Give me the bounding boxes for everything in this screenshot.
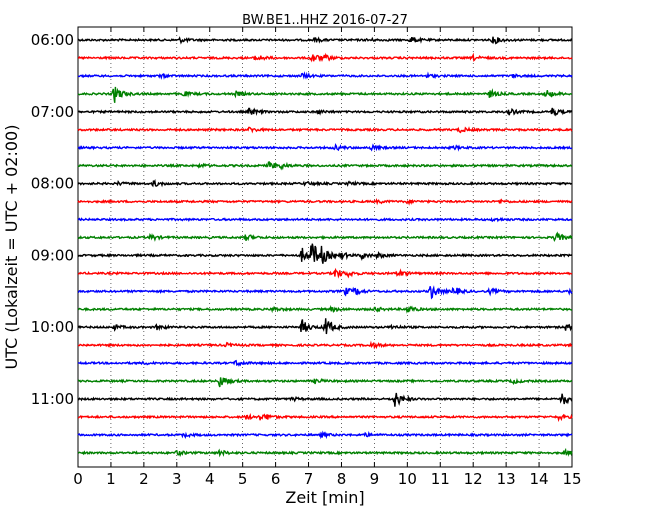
trace-1130 [77,430,573,440]
y-tick-label: 06:00 [31,31,74,49]
x-axis-label: Zeit [min] [285,488,364,507]
y-tick-label: 08:00 [31,175,74,193]
trace-1145 [77,447,573,458]
x-tick-label: 7 [304,470,314,488]
x-tick-label: 14 [530,470,549,488]
x-tick-label: 1 [106,470,116,488]
x-tick-label: 4 [205,470,215,488]
trace-0945 [78,304,572,314]
y-tick-label: 11:00 [31,390,74,408]
trace-0600 [77,36,572,45]
y-tick-label: 09:00 [31,246,74,264]
trace-0715 [77,126,573,134]
trace-1100 [77,392,573,407]
x-tick-label: 0 [73,470,83,488]
trace-0730 [77,142,573,152]
y-tick-label: 07:00 [31,103,74,121]
trace-0915 [77,267,573,279]
x-tick-label: 11 [431,470,450,488]
x-tick-label: 13 [497,470,516,488]
trace-1015 [77,340,573,350]
trace-1000 [77,318,573,335]
chart-title: BW.BE1..HHZ 2016-07-27 [242,13,408,28]
grid-lines [110,27,540,467]
x-tick-label: 3 [172,470,182,488]
trace-0615 [78,52,573,63]
x-tick-label: 8 [337,470,347,488]
x-tick-label: 5 [238,470,248,488]
x-tick-label: 6 [271,470,281,488]
y-axis-label: UTC (Lokalzeit = UTC + 02:00) [2,125,21,370]
x-tick-label: 15 [562,470,581,488]
plot-frame [77,26,573,468]
trace-0900 [77,243,573,264]
x-tick-label: 10 [398,470,417,488]
seismic-traces [77,36,573,458]
trace-1030 [77,359,573,367]
trace-0700 [77,107,573,117]
trace-0830 [77,216,573,223]
trace-0815 [77,198,573,206]
trace-0845 [77,231,573,242]
y-tick-label: 10:00 [31,318,74,336]
trace-0745 [77,161,572,171]
trace-0645 [77,86,573,103]
x-tick-label: 9 [370,470,380,488]
x-axis-ticks: 0 1 2 3 4 5 6 7 8 9 10 11 12 13 14 15 [73,27,582,488]
trace-1115 [78,412,573,423]
x-tick-label: 12 [464,470,483,488]
x-tick-label: 2 [139,470,149,488]
trace-0930 [77,285,573,300]
y-axis-ticks: 06:00 07:00 08:00 09:00 10:00 11:00 [31,31,572,408]
trace-0800 [77,178,573,188]
trace-0630 [77,71,573,80]
trace-1045 [77,377,573,388]
